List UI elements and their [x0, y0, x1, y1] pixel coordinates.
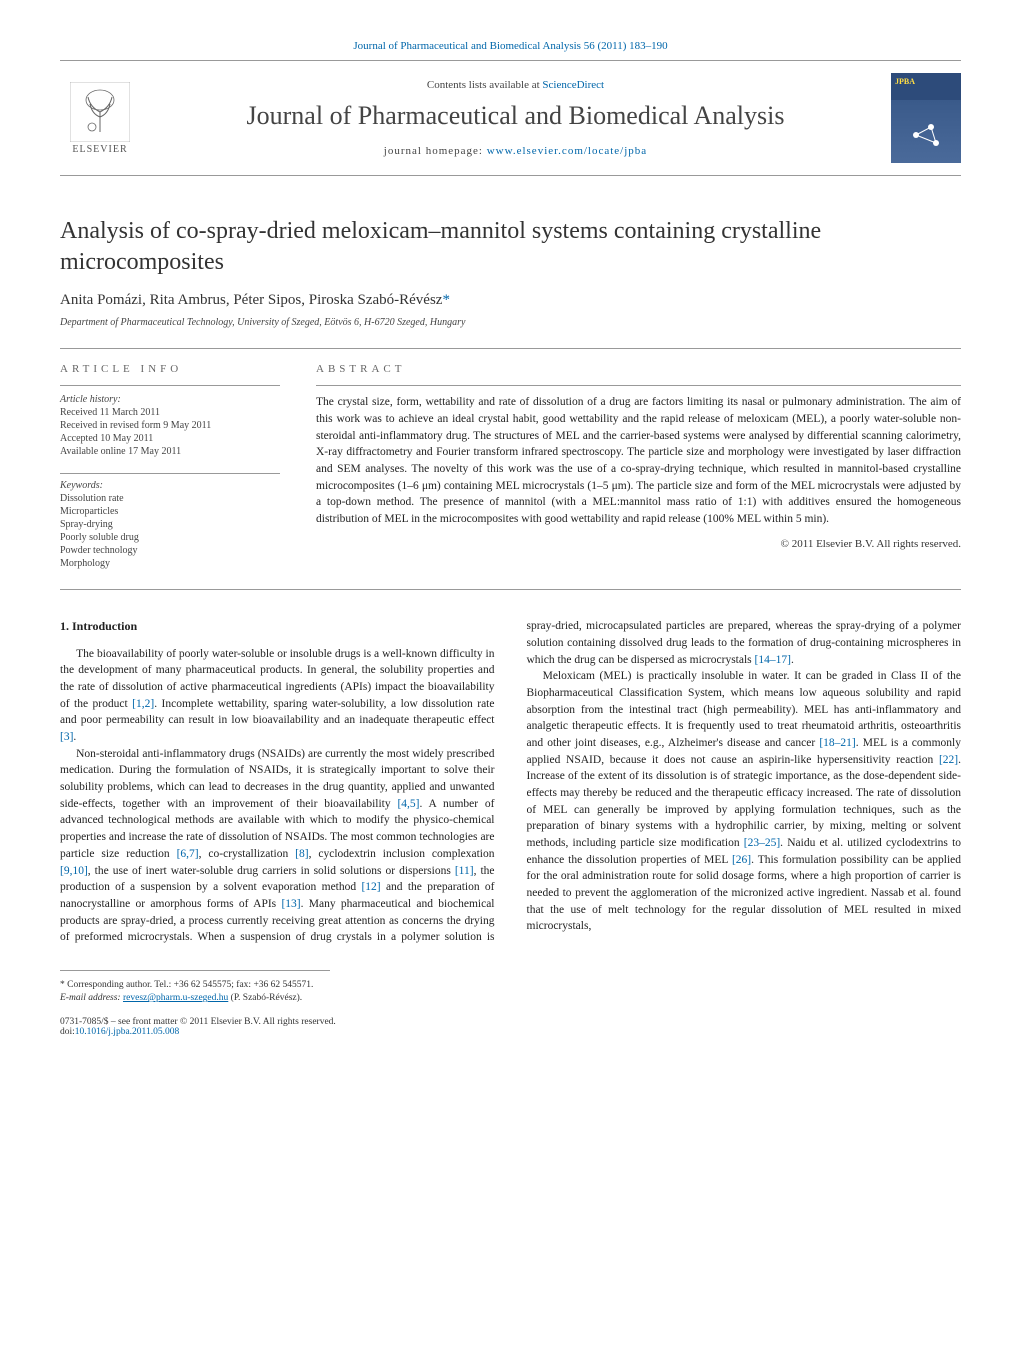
- homepage-prefix: journal homepage:: [384, 145, 487, 157]
- citation-link[interactable]: [9,10]: [60, 865, 88, 877]
- sciencedirect-link[interactable]: ScienceDirect: [542, 79, 604, 91]
- publisher-label: ELSEVIER: [72, 144, 127, 155]
- doi-line: doi:10.1016/j.jpba.2011.05.008: [60, 1027, 961, 1037]
- citation-link[interactable]: [22]: [939, 754, 958, 766]
- abstract-block: abstract The crystal size, form, wettabi…: [316, 363, 961, 571]
- citation-link[interactable]: [3]: [60, 731, 73, 743]
- citation-link[interactable]: [4,5]: [397, 798, 419, 810]
- elsevier-tree-icon: [70, 82, 130, 142]
- body-text: 1. Introduction The bioavailability of p…: [60, 618, 961, 945]
- doi-block: 0731-7085/$ – see front matter © 2011 El…: [60, 1017, 961, 1037]
- cover-badge: JPBA: [895, 77, 957, 86]
- keywords-block: Keywords: Dissolution rate Microparticle…: [60, 473, 280, 569]
- cover-molecule-icon: [906, 115, 946, 155]
- citation-link[interactable]: [12]: [361, 881, 380, 893]
- authors: Anita Pomázi, Rita Ambrus, Péter Sipos, …: [60, 292, 961, 309]
- history-label: Article history:: [60, 394, 280, 405]
- meta-rule-top: [60, 348, 961, 349]
- masthead: ELSEVIER Contents lists available at Sci…: [60, 61, 961, 176]
- corresponding-marker: *: [442, 292, 450, 308]
- citation-link[interactable]: [18–21]: [819, 737, 855, 749]
- abstract-subrule: [316, 385, 961, 386]
- journal-cover-thumbnail: JPBA: [891, 73, 961, 163]
- citation-link[interactable]: [13]: [281, 898, 300, 910]
- citation-link[interactable]: [14–17]: [755, 654, 791, 666]
- corresponding-footnote: * Corresponding author. Tel.: +36 62 545…: [60, 979, 961, 1006]
- paragraph: Meloxicam (MEL) is practically insoluble…: [527, 668, 962, 935]
- journal-title: Journal of Pharmaceutical and Biomedical…: [160, 101, 871, 131]
- keywords-label: Keywords:: [60, 480, 280, 491]
- doi-link[interactable]: 10.1016/j.jpba.2011.05.008: [75, 1027, 179, 1037]
- contents-line: Contents lists available at ScienceDirec…: [160, 79, 871, 91]
- citation-link[interactable]: [8]: [295, 848, 308, 860]
- front-matter-line: 0731-7085/$ – see front matter © 2011 El…: [60, 1017, 961, 1027]
- keyword: Spray-drying: [60, 519, 280, 530]
- keyword: Morphology: [60, 558, 280, 569]
- email-line: E-mail address: revesz@pharm.u-szeged.hu…: [60, 992, 961, 1005]
- keyword: Dissolution rate: [60, 493, 280, 504]
- masthead-center: Contents lists available at ScienceDirec…: [160, 79, 871, 157]
- footnote-rule: [60, 970, 330, 971]
- kw-subrule: [60, 473, 280, 474]
- history-item: Available online 17 May 2011: [60, 446, 280, 457]
- body-rule: [60, 589, 961, 590]
- citation-link[interactable]: [1,2]: [132, 698, 154, 710]
- citation-link[interactable]: [23–25]: [744, 837, 780, 849]
- keyword: Poorly soluble drug: [60, 532, 280, 543]
- running-head: Journal of Pharmaceutical and Biomedical…: [60, 40, 961, 52]
- corr-line: * Corresponding author. Tel.: +36 62 545…: [60, 979, 961, 992]
- article-info-heading: article info: [60, 363, 280, 375]
- history-item: Received in revised form 9 May 2011: [60, 420, 280, 431]
- homepage-link[interactable]: www.elsevier.com/locate/jpba: [487, 145, 647, 157]
- history-item: Received 11 March 2011: [60, 407, 280, 418]
- email-tail: (P. Szabó-Révész).: [228, 993, 302, 1003]
- text-run: , the use of inert water-soluble drug ca…: [88, 865, 455, 877]
- meta-row: article info Article history: Received 1…: [60, 363, 961, 571]
- email-label: E-mail address:: [60, 993, 123, 1003]
- keyword: Powder technology: [60, 545, 280, 556]
- keyword: Microparticles: [60, 506, 280, 517]
- section-heading: 1. Introduction: [60, 618, 495, 635]
- text-run: , co-crystallization: [199, 848, 296, 860]
- publisher-logo: ELSEVIER: [60, 73, 140, 163]
- email-link[interactable]: revesz@pharm.u-szeged.hu: [123, 993, 228, 1003]
- doi-prefix: doi:: [60, 1027, 75, 1037]
- article-info-block: article info Article history: Received 1…: [60, 363, 280, 571]
- abstract-copyright: © 2011 Elsevier B.V. All rights reserved…: [316, 538, 961, 550]
- article-title: Analysis of co-spray-dried meloxicam–man…: [60, 216, 961, 278]
- abstract-heading: abstract: [316, 363, 961, 375]
- text-run: . Increase of the extent of its dissolut…: [527, 754, 962, 849]
- history-item: Accepted 10 May 2011: [60, 433, 280, 444]
- paragraph: The bioavailability of poorly water-solu…: [60, 646, 495, 746]
- citation-link[interactable]: [26]: [732, 854, 751, 866]
- info-subrule: [60, 385, 280, 386]
- author-list: Anita Pomázi, Rita Ambrus, Péter Sipos, …: [60, 292, 442, 308]
- text-run: .: [73, 731, 76, 743]
- homepage-line: journal homepage: www.elsevier.com/locat…: [160, 145, 871, 157]
- citation-link[interactable]: [11]: [455, 865, 474, 877]
- affiliation: Department of Pharmaceutical Technology,…: [60, 317, 961, 328]
- citation-link[interactable]: [6,7]: [177, 848, 199, 860]
- text-run: .: [791, 654, 794, 666]
- abstract-text: The crystal size, form, wettability and …: [316, 394, 961, 527]
- contents-prefix: Contents lists available at: [427, 79, 542, 91]
- text-run: , cyclodextrin inclusion complexation: [309, 848, 495, 860]
